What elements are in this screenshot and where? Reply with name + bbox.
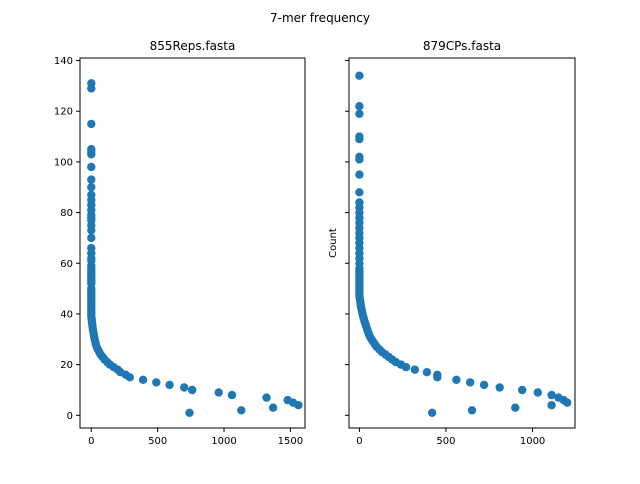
scatter-point [563,398,572,407]
y-axis-label: Count [328,228,339,258]
scatter-points [355,71,572,417]
scatter-point [495,383,504,392]
y-tick-label: 60 [60,259,73,270]
scatter-point [227,390,237,400]
x-tick-label: 500 [436,436,455,447]
subplot-title: 879CPs.fasta [423,39,501,53]
scatter-point [165,380,174,390]
scatter-point [262,393,271,402]
y-tick-label: 120 [54,107,73,118]
scatter-point [87,150,96,159]
scatter-point [410,365,419,374]
scatter-point [466,378,475,387]
scatter-point [87,119,96,129]
scatter-point [479,380,489,390]
y-tick-label: 140 [54,56,73,67]
scatter-point [452,375,461,384]
y-tick-label: 0 [67,411,73,422]
scatter-point [355,170,364,179]
x-tick-label: 1000 [520,436,545,447]
scatter-point [87,175,96,184]
scatter-point [185,408,194,417]
scatter-point [427,408,437,417]
scatter-point [237,406,246,415]
scatter-point [87,84,96,93]
axes-frame [348,57,576,429]
subplot-left: 0 500 1000 1500 0 20 40 60 80 100 120 140 855Reps.fa… [54,39,306,447]
x-tick-label: 1000 [211,436,236,447]
scatter-point [87,162,96,172]
scatter-point [188,385,197,395]
scatter-point [125,373,134,382]
scatter-point [467,406,477,415]
scatter-point [355,188,364,197]
x-tick-label: 0 [356,436,362,447]
scatter-point [138,375,148,384]
scatter-point [214,388,223,397]
scatter-point [547,390,556,400]
scatter-point [87,183,96,192]
scatter-point [547,401,556,410]
figure-suptitle: 7-mer frequency [270,11,370,25]
scatter-point [533,388,542,397]
scatter-point [87,226,96,235]
scatter-point [152,378,161,387]
axes-frame [79,57,306,429]
x-tick-label: 0 [88,436,94,447]
scatter-point [355,134,364,144]
scatter-point [180,383,189,392]
scatter-point [294,401,303,410]
y-tick-label: 80 [60,208,73,219]
scatter-points [87,79,303,417]
scatter-point [87,233,96,243]
scatter-point [355,155,364,164]
scatter-point [401,363,411,372]
scatter-point [355,71,364,80]
subplot-title: 855Reps.fasta [150,39,236,53]
scatter-point [355,109,364,119]
x-tick-label: 500 [148,436,167,447]
scatter-point [433,373,442,382]
y-tick-label: 40 [60,309,73,320]
subplot-right: 0 500 1000 879CPs.fasta Count [328,39,576,447]
scatter-point [511,403,520,412]
y-tick-label: 20 [60,360,73,371]
scatter-point [268,403,278,412]
scatter-point [422,368,432,377]
scatter-point [518,385,527,395]
scatter-point [355,102,364,111]
x-tick-label: 1500 [278,436,303,447]
y-tick-label: 100 [54,157,73,168]
